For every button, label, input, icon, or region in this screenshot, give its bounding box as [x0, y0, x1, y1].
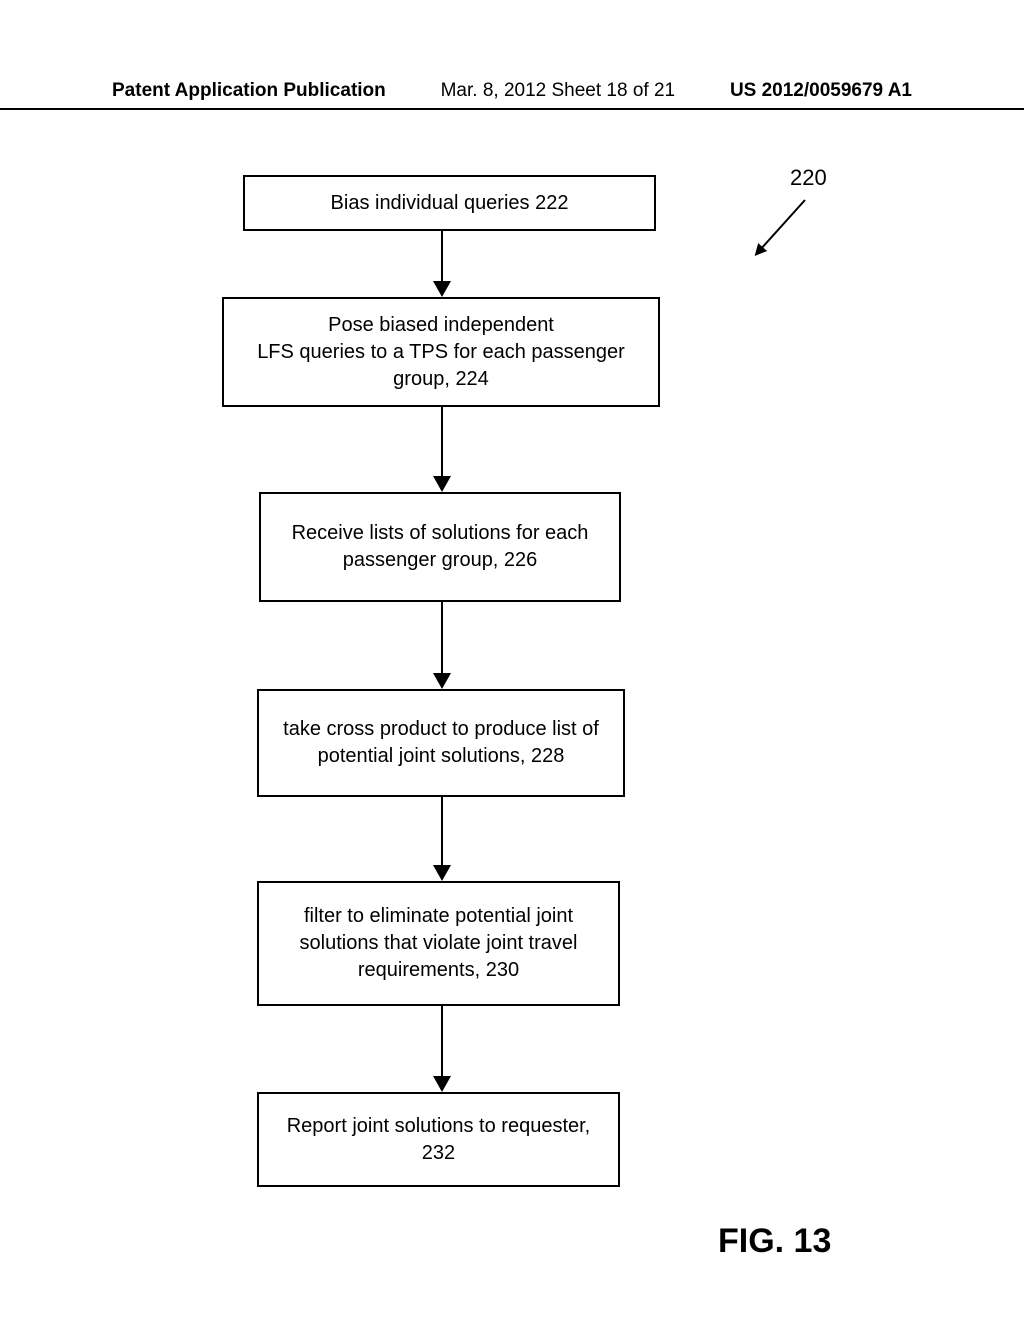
flowchart-arrow-line-3: [441, 797, 443, 865]
flowchart-arrow-head-3: [433, 865, 451, 881]
header-right: US 2012/0059679 A1: [730, 80, 912, 102]
flowchart-arrow-line-2: [441, 602, 443, 673]
flowchart-box-0: Bias individual queries 222: [243, 175, 656, 231]
header-center: Mar. 8, 2012 Sheet 18 of 21: [441, 80, 676, 102]
flowchart-arrow-head-1: [433, 476, 451, 492]
figure-label: FIG. 13: [718, 1222, 831, 1261]
flowchart-box-1: Pose biased independent LFS queries to a…: [222, 297, 660, 407]
flowchart-box-4: filter to eliminate potential joint solu…: [257, 881, 620, 1006]
flowchart-box-text-4: filter to eliminate potential joint solu…: [300, 903, 578, 984]
flowchart-arrow-line-0: [441, 231, 443, 281]
flowchart-box-2: Receive lists of solutions for each pass…: [259, 492, 621, 602]
flowchart-arrow-head-2: [433, 673, 451, 689]
flowchart-box-text-2: Receive lists of solutions for each pass…: [292, 520, 589, 574]
flowchart-box-text-3: take cross product to produce list of po…: [283, 716, 599, 770]
flowchart-box-text-5: Report joint solutions to requester, 232: [287, 1113, 591, 1167]
reference-arrow: [750, 190, 815, 260]
flowchart-arrow-head-0: [433, 281, 451, 297]
flowchart-box-5: Report joint solutions to requester, 232: [257, 1092, 620, 1187]
flowchart-arrow-line-1: [441, 407, 443, 476]
reference-number: 220: [790, 165, 827, 191]
flowchart-arrow-line-4: [441, 1006, 443, 1076]
header-left: Patent Application Publication: [112, 80, 386, 102]
page-header: Patent Application Publication Mar. 8, 2…: [0, 80, 1024, 110]
flowchart-arrow-head-4: [433, 1076, 451, 1092]
flowchart-box-text-1: Pose biased independent LFS queries to a…: [257, 312, 625, 393]
flowchart-box-3: take cross product to produce list of po…: [257, 689, 625, 797]
flowchart-box-text-0: Bias individual queries 222: [331, 190, 569, 217]
